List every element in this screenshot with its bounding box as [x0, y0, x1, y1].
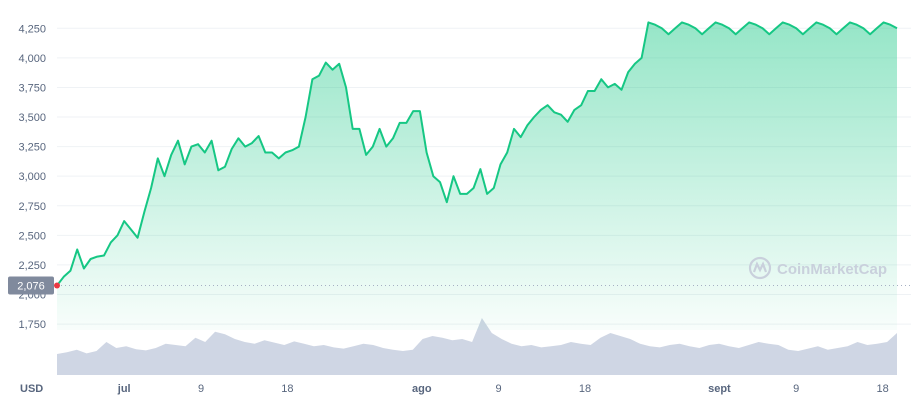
y-tick-label: 3,000: [18, 171, 46, 183]
currency-label: USD: [20, 383, 43, 395]
watermark-text: CoinMarketCap: [777, 261, 887, 278]
start-price-tag: 2,076: [8, 276, 54, 295]
x-tick-label: sept: [708, 383, 731, 395]
y-tick-label: 2,750: [18, 201, 46, 213]
x-tick-label: 9: [793, 383, 799, 395]
x-tick-label: 9: [198, 383, 204, 395]
start-price-tag-background: [8, 276, 54, 295]
y-tick-label: 4,000: [18, 53, 46, 65]
price-line: [56, 21, 898, 287]
price-area: [56, 21, 898, 331]
start-price-label: 2,076: [17, 281, 45, 293]
y-tick-label: 3,250: [18, 142, 46, 154]
coinmarketcap-logo-icon: [748, 256, 772, 280]
coinmarketcap-watermark: CoinMarketCap: [748, 256, 887, 280]
x-tick-label: 9: [496, 383, 502, 395]
y-tick-label: 1,750: [18, 319, 46, 331]
start-marker: [54, 282, 60, 289]
x-tick-label: ago: [412, 383, 432, 395]
x-axis: jul 9 18 ago 9 18 sept 9 18: [117, 383, 889, 395]
x-tick-label: 18: [579, 383, 591, 395]
y-tick-label: 3,500: [18, 112, 46, 124]
x-tick-label: jul: [117, 383, 131, 395]
x-tick-label: 18: [281, 383, 293, 395]
x-tick-label: 18: [876, 383, 888, 395]
volume-bars: [57, 318, 897, 375]
y-tick-label: 2,250: [18, 260, 46, 272]
price-area-fill: [57, 22, 897, 331]
y-tick-label: 4,250: [18, 23, 46, 35]
y-tick-label: 2,500: [18, 230, 46, 242]
y-tick-label: 3,750: [18, 82, 46, 94]
volume-area: [57, 318, 897, 375]
